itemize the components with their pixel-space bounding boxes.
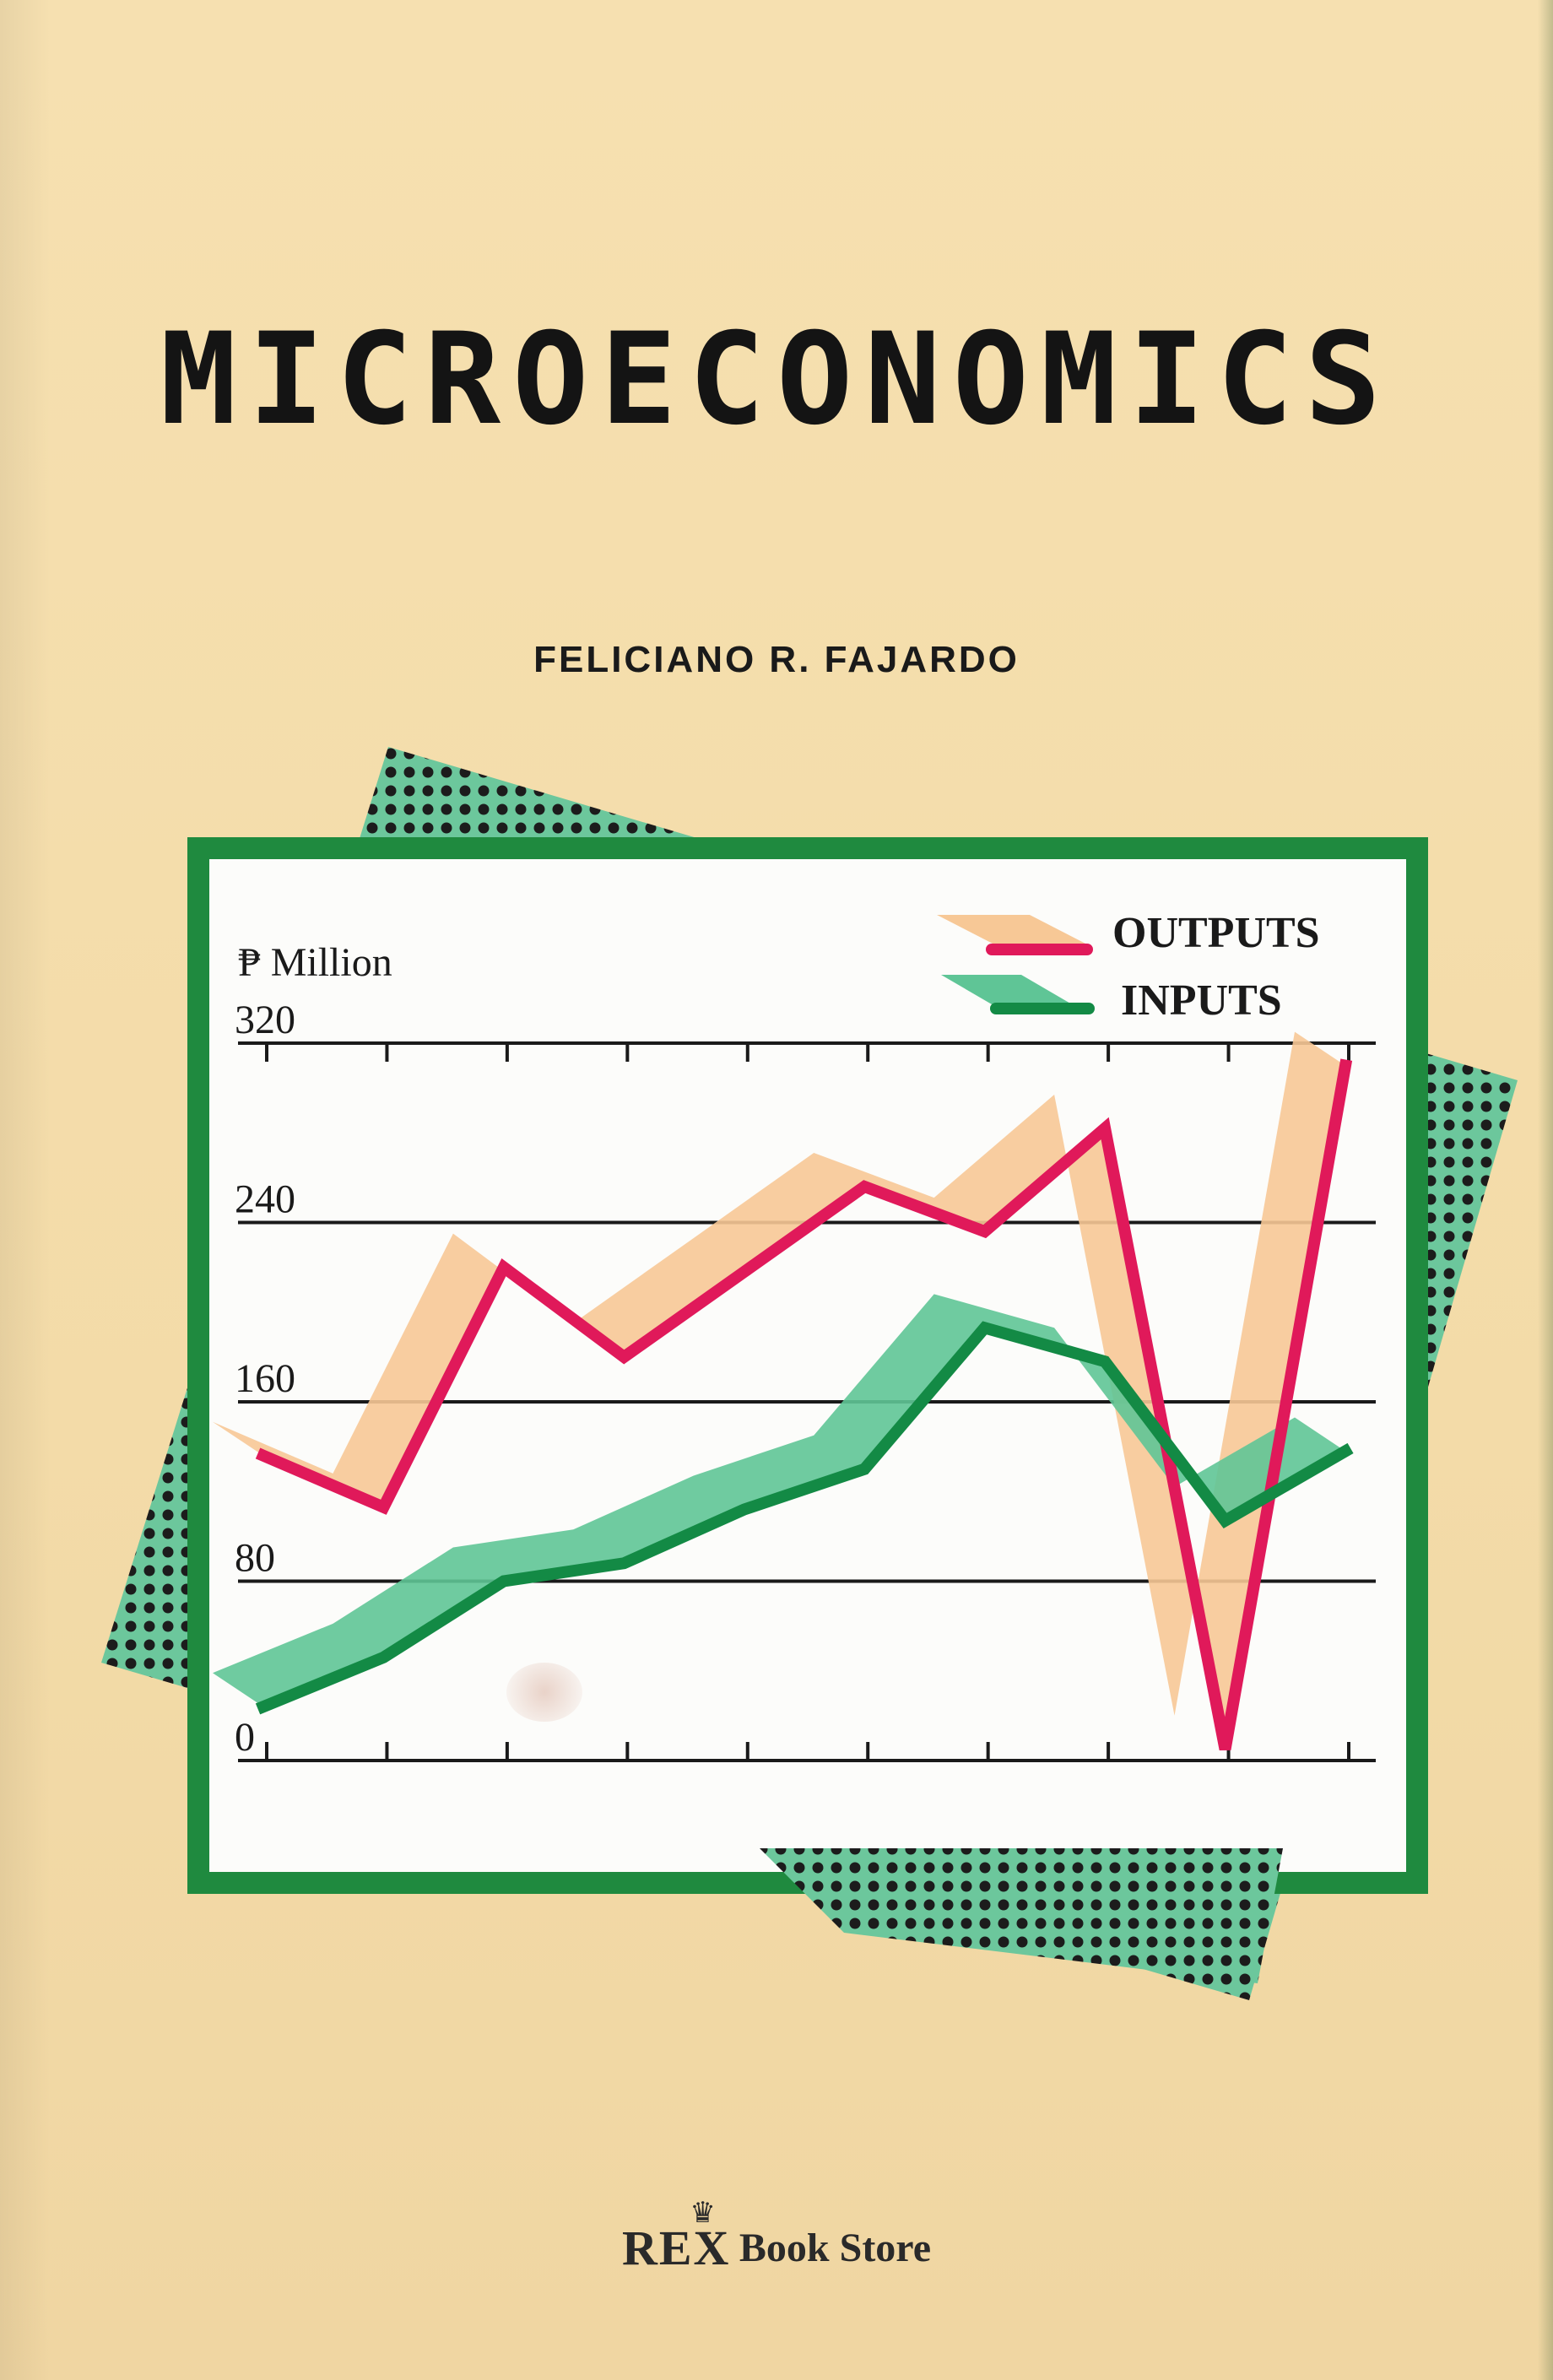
spine-shadow xyxy=(0,0,51,2380)
publisher-brand: REX xyxy=(621,2220,731,2275)
paper-stain xyxy=(506,1663,582,1722)
y-tick-label: 0 xyxy=(235,1715,255,1760)
legend-inputs-swatch xyxy=(941,975,1072,1004)
legend-outputs-swatch xyxy=(937,915,1089,945)
crown-icon: ♛ xyxy=(690,2198,716,2229)
y-tick-label: 80 xyxy=(235,1536,275,1581)
y-axis-label: ₱ Million xyxy=(238,940,392,985)
author-name: FELICIANO R. FAJARDO xyxy=(533,639,1020,680)
legend-inputs-label: INPUTS xyxy=(1121,976,1282,1025)
cover-chart-illustration: ₱ Million 320 240 160 80 0 OUTPUTS INPUTS xyxy=(84,726,1553,2026)
publisher-name: Book Store xyxy=(739,2226,932,2270)
y-tick-label: 240 xyxy=(235,1177,295,1222)
series-line-inputs xyxy=(255,1321,1354,1715)
chart-svg: ₱ Million 320 240 160 80 0 OUTPUTS INPUTS xyxy=(101,747,1518,2000)
book-title: MICROECONOMICS xyxy=(160,306,1393,453)
y-tick-label: 320 xyxy=(235,998,295,1042)
legend: OUTPUTS INPUTS xyxy=(937,909,1320,1025)
chart-series-lines xyxy=(255,1058,1354,1751)
legend-outputs-label: OUTPUTS xyxy=(1112,909,1320,957)
cover-edge xyxy=(1538,0,1553,2380)
publisher-logo: REX♛ Book Store xyxy=(0,2198,1553,2276)
series-band-inputs xyxy=(213,1294,1345,1707)
y-tick-labels: 320 240 160 80 0 xyxy=(235,998,295,1760)
dotted-strip-bottom xyxy=(760,1848,1283,1983)
y-tick-label: 160 xyxy=(235,1356,295,1401)
